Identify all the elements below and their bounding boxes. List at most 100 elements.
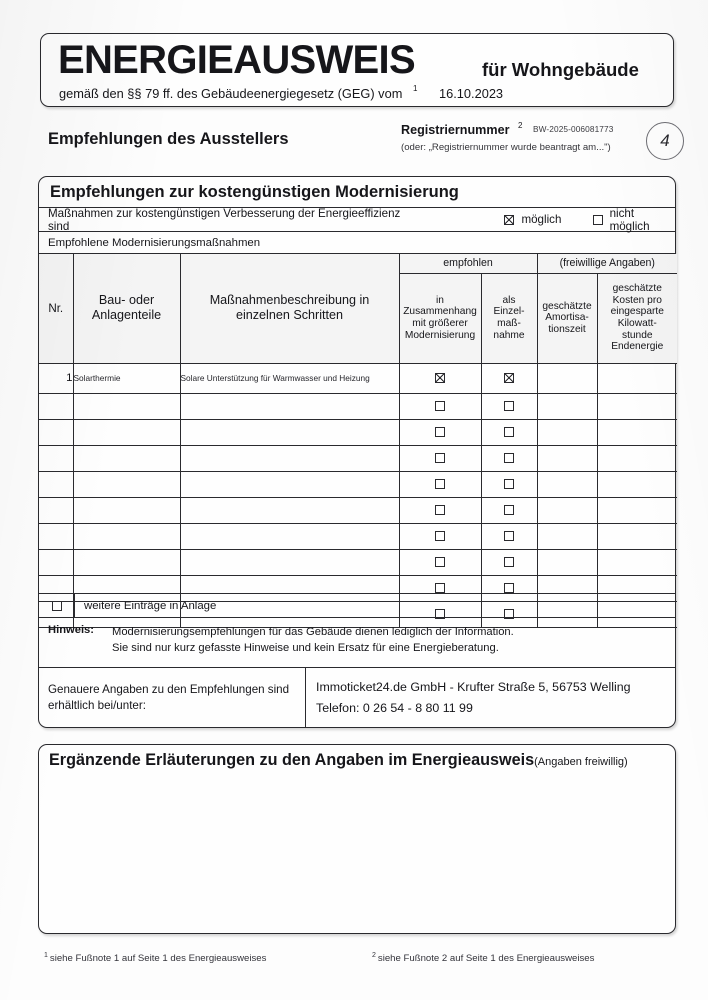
cell-description[interactable] xyxy=(179,444,400,472)
cell-description[interactable] xyxy=(179,392,400,420)
document-title: ENERGIEAUSWEIS xyxy=(58,38,416,82)
checkbox-context[interactable] xyxy=(435,609,445,620)
cell-checkbox-context xyxy=(398,470,482,498)
measures-table-body: 1 Solarthermie Solare Unterstützung für Wa… xyxy=(39,362,678,628)
cell-cost-per-kwh[interactable] xyxy=(596,600,678,628)
supplementary-content-area[interactable] xyxy=(49,781,665,925)
measures-table-detail-header-row: in Zusammenhang mit größerer Modernisier… xyxy=(39,272,678,364)
hinweis-label: Hinweis: xyxy=(48,624,95,636)
cell-cost-per-kwh[interactable] xyxy=(596,548,678,576)
footnote-2-text: siehe Fußnote 2 auf Seite 1 des Energiea… xyxy=(377,953,595,965)
cell-cost-per-kwh[interactable] xyxy=(596,522,678,550)
legal-basis-text: gemäß den §§ 79 ff. des Gebäudeenergiege… xyxy=(59,86,403,101)
cell-checkbox-single xyxy=(480,600,538,628)
cell-amortisation[interactable] xyxy=(536,548,598,576)
checkbox-context[interactable] xyxy=(435,401,445,412)
column-header-single-measure: als Einzel- maß- nahme xyxy=(480,272,538,364)
cell-checkbox-context xyxy=(398,600,482,628)
cell-part[interactable] xyxy=(72,392,181,420)
supplementary-optional-note: (Angaben freiwillig) xyxy=(534,756,628,768)
cell-part[interactable] xyxy=(72,600,181,628)
cell-amortisation[interactable] xyxy=(536,470,598,498)
contact-company: Immoticket24.de GmbH - Krufter Straße 5,… xyxy=(316,680,631,694)
cell-checkbox-single xyxy=(480,496,538,524)
checkbox-context[interactable] xyxy=(435,479,445,490)
cell-amortisation[interactable] xyxy=(536,392,598,420)
supplementary-explanations-panel: Ergänzende Erläuterungen zu den Angaben … xyxy=(38,744,676,934)
cell-amortisation[interactable] xyxy=(536,418,598,446)
checkbox-single-measure[interactable] xyxy=(504,453,514,464)
further-entries-label: weitere Einträge in Anlage xyxy=(84,599,217,612)
cell-cost-per-kwh[interactable] xyxy=(596,418,678,446)
checkbox-single-measure[interactable] xyxy=(504,427,514,438)
cell-amortisation[interactable] xyxy=(536,522,598,550)
cell-part[interactable]: Solarthermie xyxy=(72,362,181,394)
checkbox-further-entries[interactable] xyxy=(51,600,62,611)
measures-table-row xyxy=(39,496,678,524)
cell-nr xyxy=(39,444,74,472)
legal-basis-footnote-marker: 1 xyxy=(413,84,418,93)
checkbox-not-possible-label: nicht möglich xyxy=(609,206,650,233)
checkbox-context[interactable] xyxy=(435,427,445,438)
column-header-group-voluntary: (freiwillige Angaben) xyxy=(536,254,678,274)
checkbox-single-measure[interactable] xyxy=(504,609,514,620)
measures-table-group-header-row: Nr. Bau- oder Anlagenteile Maßnahmenbesc… xyxy=(39,254,678,364)
efficiency-possible-question: Maßnahmen zur kostengünstigen Verbesseru… xyxy=(48,206,401,233)
cell-description[interactable] xyxy=(179,496,400,524)
cell-part[interactable] xyxy=(72,418,181,446)
checkbox-single-measure[interactable] xyxy=(504,373,514,384)
checkbox-context[interactable] xyxy=(435,531,445,542)
checkbox-context[interactable] xyxy=(435,453,445,464)
cell-cost-per-kwh[interactable] xyxy=(596,496,678,524)
cell-cost-per-kwh[interactable] xyxy=(596,392,678,420)
hinweis-line-1: Modernisierungsempfehlungen für das Gebä… xyxy=(112,626,514,638)
checkbox-single-measure[interactable] xyxy=(504,479,514,490)
cell-part[interactable] xyxy=(72,522,181,550)
cell-amortisation[interactable] xyxy=(536,444,598,472)
measures-table-row xyxy=(39,418,678,446)
checkbox-single-measure[interactable] xyxy=(504,583,514,594)
cell-description[interactable] xyxy=(179,522,400,550)
checkbox-context[interactable] xyxy=(435,557,445,568)
cell-part[interactable] xyxy=(72,548,181,576)
cell-description[interactable] xyxy=(179,600,400,628)
cell-checkbox-single xyxy=(480,444,538,472)
checkbox-single-measure[interactable] xyxy=(504,557,514,568)
measures-table-row xyxy=(39,574,678,602)
cell-nr xyxy=(39,574,74,602)
cell-part[interactable] xyxy=(72,444,181,472)
cell-amortisation[interactable] xyxy=(536,362,598,394)
document-title-box: ENERGIEAUSWEIS für Wohngebäude gemäß den… xyxy=(40,33,674,107)
document-subtitle: für Wohngebäude xyxy=(482,59,639,80)
checkbox-single-measure[interactable] xyxy=(504,505,514,516)
cell-checkbox-context xyxy=(398,574,482,602)
footnote-1: 1 siehe Fußnote 1 auf Seite 1 des Energie… xyxy=(44,952,266,964)
column-header-nr: Nr. xyxy=(39,254,74,364)
cell-checkbox-context xyxy=(398,548,482,576)
checkbox-single-measure[interactable] xyxy=(504,531,514,542)
checkbox-context[interactable] xyxy=(435,505,445,516)
cell-cost-per-kwh[interactable] xyxy=(596,470,678,498)
cell-description[interactable] xyxy=(179,418,400,446)
cell-description[interactable] xyxy=(179,470,400,498)
checkbox-not-possible[interactable] xyxy=(592,214,603,225)
cell-nr xyxy=(39,392,74,420)
checkbox-single-measure[interactable] xyxy=(504,401,514,412)
cell-checkbox-single xyxy=(480,392,538,420)
cell-cost-per-kwh[interactable] xyxy=(596,362,678,394)
hinweis-line-2: Sie sind nur kurz gefasste Hinweise und … xyxy=(112,642,499,654)
cell-description[interactable]: Solare Unterstützung für Warmwasser und … xyxy=(179,362,400,394)
cell-checkbox-single xyxy=(480,574,538,602)
cell-cost-per-kwh[interactable] xyxy=(596,444,678,472)
cell-checkbox-context xyxy=(398,444,482,472)
cell-amortisation[interactable] xyxy=(536,496,598,524)
checkbox-possible[interactable] xyxy=(504,214,515,225)
cell-checkbox-single xyxy=(480,548,538,576)
registration-number-alternative-note: (oder: „Registriernummer wurde beantragt… xyxy=(401,142,611,153)
checkbox-context[interactable] xyxy=(435,373,445,384)
cell-part[interactable] xyxy=(72,470,181,498)
contact-question: Genauere Angaben zu den Empfehlungen sin… xyxy=(39,668,306,727)
checkbox-context[interactable] xyxy=(435,583,445,594)
cell-part[interactable] xyxy=(72,496,181,524)
cell-description[interactable] xyxy=(179,548,400,576)
